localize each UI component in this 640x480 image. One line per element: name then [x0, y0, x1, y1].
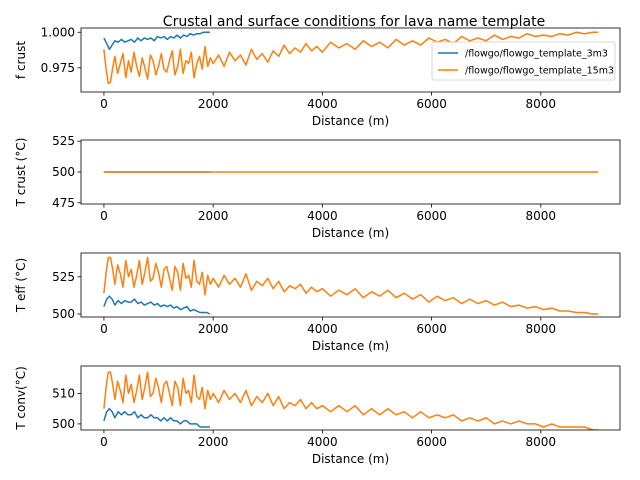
axes-frame-t_conv — [80, 365, 621, 431]
x-tick-label: 2000 — [198, 322, 229, 336]
y-axis-label: T conv(°C) — [14, 366, 28, 431]
chart-title: Crustal and surface conditions for lava … — [163, 14, 545, 30]
y-axis-label: T eff (°C) — [14, 258, 28, 313]
axes-frame-t_eff — [80, 252, 621, 318]
y-tick-label: 500 — [52, 165, 75, 179]
x-tick-label: 2000 — [198, 435, 229, 449]
y-tick-label: 1.000 — [41, 25, 75, 39]
x-axis-label: Distance (m) — [312, 339, 389, 353]
x-tick-label: 2000 — [198, 209, 229, 223]
y-tick-label: 525 — [52, 134, 75, 148]
legend-box — [431, 41, 616, 81]
panel-f_crust: 0 2000 4000 6000 8000 0.975 1.000 Distance (m) f… — [14, 25, 621, 128]
legend-entry-label: /flowgo/flowgo_template_3m3 — [465, 49, 608, 60]
x-tick-label: 4000 — [307, 435, 338, 449]
axes-frame-f_crust — [80, 27, 621, 93]
legend: /flowgo/flowgo_template_3m3/flowgo/flowg… — [431, 41, 616, 81]
y-tick-label: 500 — [52, 307, 75, 321]
panel-t_crust: 0 2000 4000 6000 8000 475 500 525 Distance (m) T … — [14, 134, 621, 240]
y-tick-label: 525 — [52, 270, 75, 284]
panels-group: 0 2000 4000 6000 8000 0.975 1.000 Distance (m) f… — [14, 25, 621, 466]
x-tick-label: 0 — [100, 435, 108, 449]
panel-t_eff: 0 2000 4000 6000 8000 500 525 Distance (m) T eff… — [14, 252, 621, 353]
series-line-t_conv-0 — [103, 407, 210, 428]
x-axis-label: Distance (m) — [312, 452, 389, 466]
x-tick-label: 8000 — [526, 435, 557, 449]
x-axis-label: Distance (m) — [312, 114, 389, 128]
x-tick-label: 2000 — [198, 97, 229, 111]
x-tick-label: 6000 — [416, 435, 447, 449]
x-tick-label: 4000 — [307, 209, 338, 223]
x-tick-label: 6000 — [416, 97, 447, 111]
x-tick-label: 8000 — [526, 322, 557, 336]
legend-entry-label: /flowgo/flowgo_template_15m3 — [465, 66, 614, 77]
x-tick-label: 6000 — [416, 209, 447, 223]
x-tick-label: 0 — [100, 97, 108, 111]
series-line-t_conv-1 — [103, 371, 599, 430]
y-axis-label: f crust — [14, 41, 28, 79]
x-tick-label: 8000 — [526, 97, 557, 111]
x-tick-label: 4000 — [307, 322, 338, 336]
x-tick-label: 8000 — [526, 209, 557, 223]
y-tick-label: 0.975 — [41, 61, 75, 75]
series-line-f_crust-1 — [103, 31, 599, 85]
x-tick-label: 0 — [100, 322, 108, 336]
x-axis-label: Distance (m) — [312, 226, 389, 240]
series-line-t_eff-0 — [103, 295, 211, 315]
series-line-f_crust-0 — [103, 31, 210, 51]
x-tick-label: 0 — [100, 209, 108, 223]
series-line-t_eff-1 — [103, 256, 599, 315]
y-tick-label: 510 — [52, 386, 75, 400]
x-tick-label: 6000 — [416, 322, 447, 336]
x-tick-label: 4000 — [307, 97, 338, 111]
y-tick-label: 500 — [52, 417, 75, 431]
panel-t_conv: 0 2000 4000 6000 8000 500 510 Distance (m) T con… — [14, 365, 621, 466]
y-tick-label: 475 — [52, 196, 75, 210]
y-axis-label: T crust (°C) — [14, 138, 28, 208]
